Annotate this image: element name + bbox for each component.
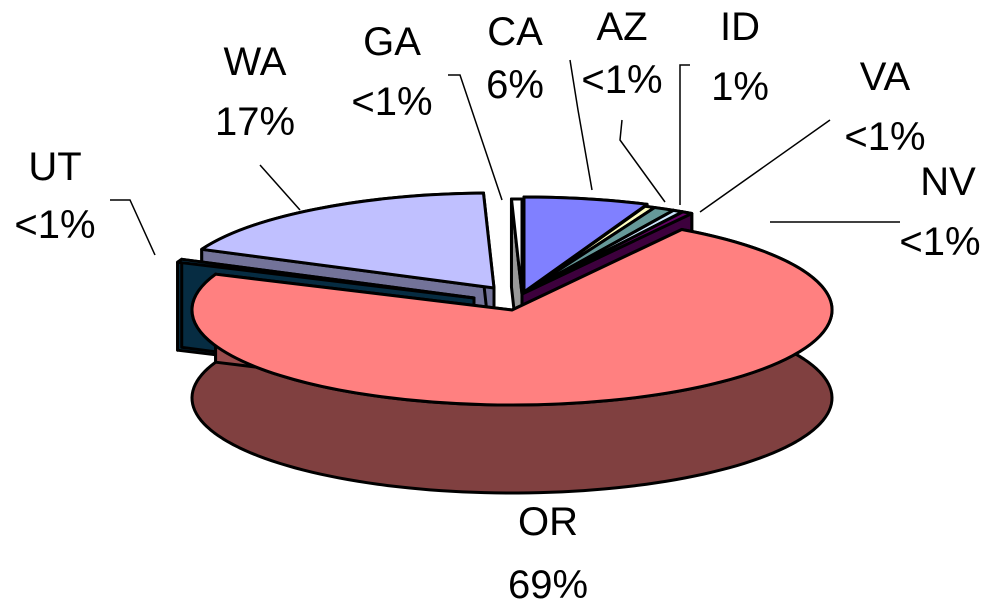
data-label-nv: <1% xyxy=(899,220,980,264)
leader-line-ca xyxy=(569,59,593,191)
category-label-id: ID xyxy=(720,5,760,49)
category-label-or: OR xyxy=(518,500,578,544)
data-label-ca: 6% xyxy=(486,63,544,107)
leader-line-ut xyxy=(110,199,156,256)
data-label-or: 69% xyxy=(508,563,588,607)
leader-line-ga xyxy=(448,74,503,201)
data-label-ut: <1% xyxy=(14,203,95,247)
category-label-ut: UT xyxy=(28,145,81,189)
category-label-ga: GA xyxy=(363,20,421,64)
leader-line-va xyxy=(699,119,831,213)
leader-line-wa xyxy=(259,164,301,211)
slice-or xyxy=(190,227,834,495)
category-label-ca: CA xyxy=(487,10,543,54)
slice-ga-top xyxy=(509,197,524,296)
data-label-wa: 17% xyxy=(215,100,295,144)
category-label-wa: WA xyxy=(224,40,287,84)
data-label-va: <1% xyxy=(844,115,925,159)
category-label-va: VA xyxy=(860,55,911,99)
slice-wa-top xyxy=(200,191,496,290)
slice-nv-top xyxy=(520,210,694,296)
slice-ut-top xyxy=(176,257,476,300)
category-label-nv: NV xyxy=(920,160,976,204)
data-label-id: 1% xyxy=(711,65,769,109)
data-label-ga: <1% xyxy=(351,80,432,124)
slice-ca-top xyxy=(522,195,649,294)
leader-line-id xyxy=(679,64,690,205)
category-label-az: AZ xyxy=(596,5,647,49)
data-label-az: <1% xyxy=(581,58,662,102)
leader-line-az xyxy=(619,119,666,203)
slice-or-top xyxy=(190,227,834,407)
